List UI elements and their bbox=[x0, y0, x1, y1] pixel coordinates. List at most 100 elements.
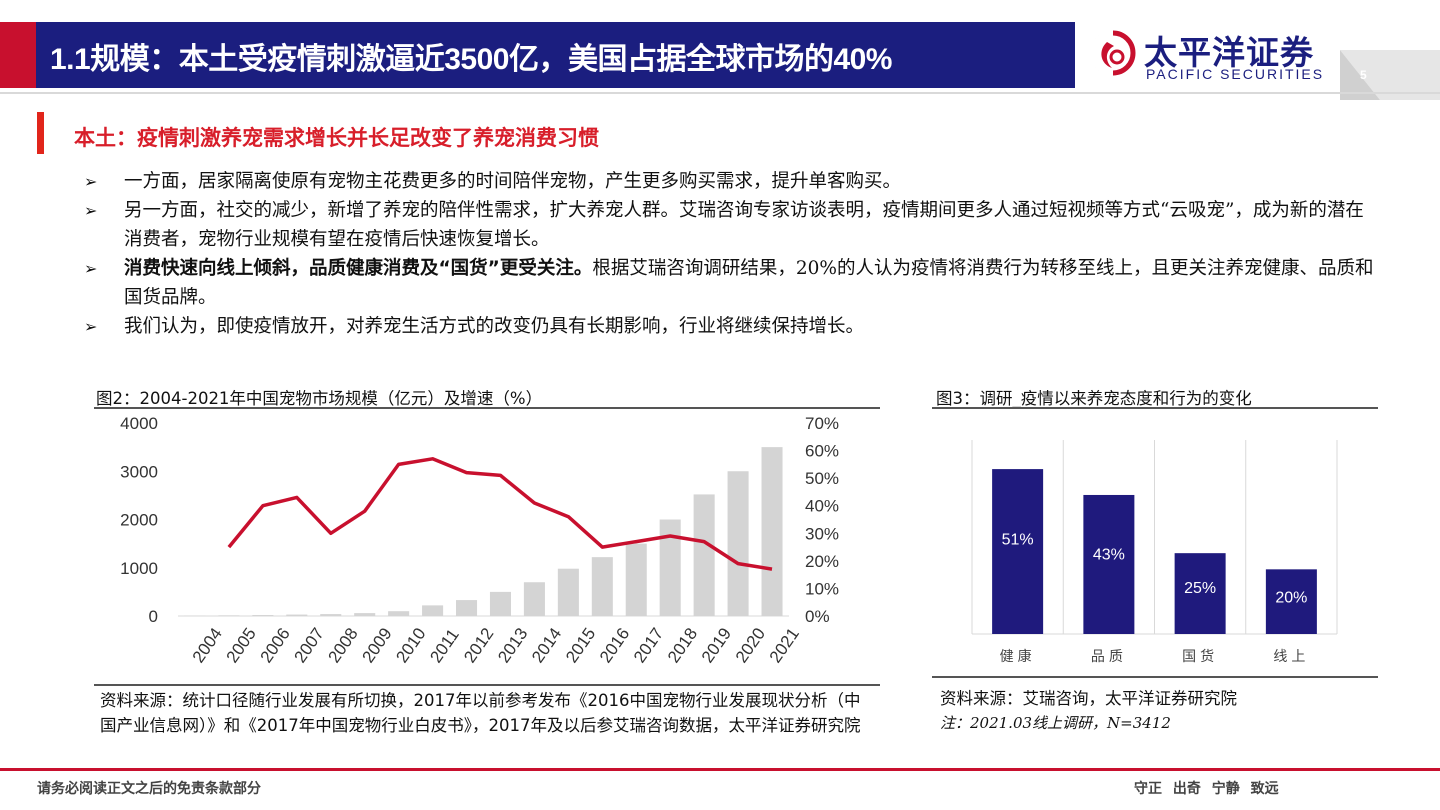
right-axis-tick-label: 0% bbox=[805, 607, 830, 626]
left-axis-tick-label: 4000 bbox=[120, 414, 158, 433]
arrow-bullet-icon: ➢ bbox=[84, 201, 98, 220]
right-axis-tick-label: 60% bbox=[805, 442, 839, 461]
bar-market-size bbox=[456, 600, 478, 616]
bullet-item: ➢ 我们认为，即使疫情放开，对养宠生活方式的改变仍具有长期影响，行业将继续保持增… bbox=[84, 312, 1374, 341]
bar-market-size bbox=[489, 591, 511, 616]
x-axis-tick-label: 2010 bbox=[392, 624, 429, 666]
bar-market-size bbox=[693, 494, 715, 616]
bar-market-size bbox=[218, 615, 240, 616]
figure3-title: 图3：调研_疫情以来养宠态度和行为的变化 bbox=[936, 389, 1252, 408]
logo-chinese-name: 太平洋证券 bbox=[1144, 33, 1314, 72]
bar-data-label: 43% bbox=[1093, 546, 1125, 563]
right-axis-tick-label: 50% bbox=[805, 469, 839, 488]
header-band bbox=[0, 22, 1075, 88]
bar-market-size bbox=[591, 557, 613, 616]
survey-bar bbox=[992, 469, 1044, 634]
figure3-source: 资料来源：艾瑞咨询，太平洋证券研究院 bbox=[940, 689, 1237, 708]
market-size-chart: 0 1000 2000 3000 4000 0% 10% 20% 30% 40% 50% 60% 70%… bbox=[120, 414, 839, 666]
footer-motto: 守正 出奇 宁静 致远 bbox=[1134, 781, 1279, 797]
x-axis-tick-label: 2018 bbox=[664, 624, 701, 666]
bar-market-size bbox=[523, 582, 545, 616]
survey-bar bbox=[1174, 553, 1226, 634]
figure3-note: 注：2021.03线上调研，N=3412 bbox=[940, 714, 1171, 732]
bar-market-size bbox=[659, 519, 681, 616]
bullet-bold-text: 消费快速向线上倾斜，品质健康消费及“国货”更受关注。 bbox=[124, 258, 593, 279]
x-axis-tick-label: 2011 bbox=[426, 625, 463, 666]
section-title: 本土：疫情刺激养宠需求增长并长足改变了养宠消费习惯 bbox=[74, 126, 599, 150]
x-axis-tick-label: 2020 bbox=[732, 624, 769, 666]
survey-bar bbox=[1083, 494, 1135, 634]
arrow-bullet-icon: ➢ bbox=[84, 317, 98, 336]
bar-market-size bbox=[286, 614, 308, 616]
x-axis-tick-label: 品质 bbox=[1091, 648, 1127, 664]
x-axis-tick-label: 2013 bbox=[494, 624, 531, 666]
section-marker bbox=[37, 112, 44, 154]
x-axis-tick-label: 2008 bbox=[324, 624, 361, 666]
figure2-top-rule bbox=[94, 407, 880, 409]
footer-divider bbox=[0, 768, 1440, 771]
figure3-top-rule bbox=[932, 407, 1378, 409]
bar-market-size bbox=[727, 471, 749, 616]
bar-market-size bbox=[422, 605, 444, 616]
right-axis-tick-label: 20% bbox=[805, 552, 839, 571]
x-axis-tick-label: 2012 bbox=[460, 624, 497, 666]
x-axis-tick-label: 健康 bbox=[1000, 648, 1036, 664]
figure2-source: 资料来源：统计口径随行业发展有所切换，2017年以前参考发布《2016中国宠物行… bbox=[100, 691, 861, 735]
x-axis-tick-label: 2009 bbox=[358, 624, 395, 666]
x-axis-tick-label: 2006 bbox=[257, 624, 294, 666]
left-axis-tick-label: 3000 bbox=[120, 462, 158, 481]
x-axis-tick-label: 国货 bbox=[1182, 648, 1218, 664]
x-axis-tick-label: 2004 bbox=[189, 624, 226, 666]
bullet-text: 根据艾瑞咨询调研结果，20%的人认为疫情将消费行为转移至线上，且更关注养宠健康、… bbox=[124, 258, 1374, 308]
x-axis-tick-label: 2019 bbox=[698, 624, 735, 666]
bar-market-size bbox=[320, 614, 342, 616]
logo-english-name: PACIFIC SECURITIES bbox=[1146, 66, 1325, 82]
x-axis-tick-label: 2017 bbox=[630, 624, 667, 666]
bullet-text: 一方面，居家隔离使原有宠物主花费更多的时间陪伴宠物，产生更多购买需求，提升单客购… bbox=[124, 171, 902, 192]
bullet-item: ➢ 一方面，居家隔离使原有宠物主花费更多的时间陪伴宠物，产生更多购买需求，提升单… bbox=[84, 167, 1374, 196]
survey-chart: 51% 健康 43% 品质 25% 国货 20% 线上 bbox=[971, 440, 1338, 664]
survey-bar bbox=[1265, 569, 1317, 634]
bar-market-size bbox=[761, 447, 783, 616]
header-corner-decoration bbox=[1340, 50, 1440, 100]
x-axis-tick-label: 2014 bbox=[528, 624, 565, 666]
growth-rate-line bbox=[227, 457, 773, 571]
header-accent bbox=[0, 22, 36, 88]
right-axis-tick-label: 70% bbox=[805, 414, 839, 433]
left-axis-tick-label: 2000 bbox=[120, 511, 158, 530]
bar-data-label: 20% bbox=[1275, 589, 1307, 606]
left-axis-tick-label: 1000 bbox=[120, 559, 158, 578]
x-axis-tick-label: 2005 bbox=[223, 624, 260, 666]
header-divider bbox=[0, 92, 1440, 94]
x-axis-tick-label: 2021 bbox=[766, 624, 803, 666]
arrow-bullet-icon: ➢ bbox=[84, 172, 98, 191]
right-axis-tick-label: 10% bbox=[805, 579, 839, 598]
x-axis-tick-label: 2007 bbox=[291, 624, 328, 666]
bullet-item: ➢ 另一方面，社交的减少，新增了养宠的陪伴性需求，扩大养宠人群。艾瑞咨询专家访谈… bbox=[84, 196, 1374, 254]
page-number: 5 bbox=[1360, 68, 1367, 82]
right-axis-tick-label: 40% bbox=[805, 497, 839, 516]
page-title: 1.1规模：本土受疫情刺激逼近3500亿，美国占据全球市场的40% bbox=[50, 43, 893, 76]
right-axis-tick-label: 30% bbox=[805, 524, 839, 543]
figure3-bottom-rule bbox=[932, 676, 1378, 678]
x-axis-tick-label: 线上 bbox=[1273, 648, 1309, 664]
left-axis-tick-label: 0 bbox=[149, 607, 158, 626]
arrow-bullet-icon: ➢ bbox=[84, 259, 98, 278]
x-axis-tick-label: 2016 bbox=[596, 624, 633, 666]
bar-market-size bbox=[557, 568, 579, 616]
bar-market-size bbox=[388, 611, 410, 616]
x-axis-tick-label: 2015 bbox=[562, 624, 599, 666]
figure2-title: 图2：2004-2021年中国宠物市场规模（亿元）及增速（%） bbox=[96, 389, 543, 408]
bullet-list: ➢ 一方面，居家隔离使原有宠物主花费更多的时间陪伴宠物，产生更多购买需求，提升单… bbox=[84, 167, 1374, 341]
pacific-logo-icon bbox=[1090, 30, 1136, 76]
bar-data-label: 51% bbox=[1002, 531, 1034, 548]
logo: 太平洋证券 PACIFIC SECURITIES bbox=[1090, 24, 1350, 86]
bullet-item: ➢ 消费快速向线上倾斜，品质健康消费及“国货”更受关注。根据艾瑞咨询调研结果，2… bbox=[84, 254, 1374, 312]
bullet-text: 我们认为，即使疫情放开，对养宠生活方式的改变仍具有长期影响，行业将继续保持增长。 bbox=[124, 316, 865, 337]
bar-market-size bbox=[625, 543, 647, 616]
bar-market-size bbox=[354, 613, 376, 616]
bar-data-label: 25% bbox=[1184, 580, 1216, 597]
bar-market-size bbox=[184, 615, 206, 617]
bullet-text: 另一方面，社交的减少，新增了养宠的陪伴性需求，扩大养宠人群。艾瑞咨询专家访谈表明… bbox=[124, 200, 1364, 250]
figure2-bottom-rule bbox=[94, 684, 880, 686]
